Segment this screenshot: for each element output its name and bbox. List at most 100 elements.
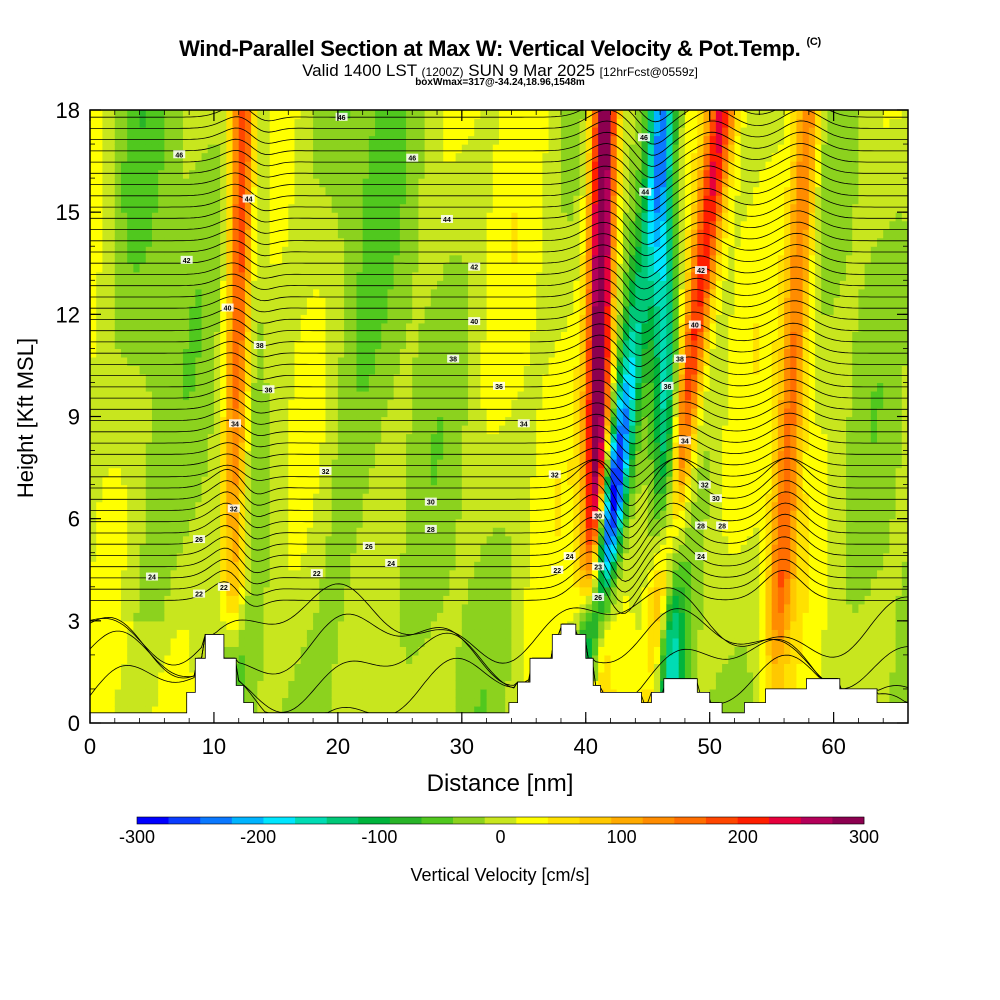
field-cell: [176, 629, 184, 639]
field-cell: [468, 433, 475, 443]
field-cell: [257, 135, 265, 145]
field-cell: [406, 254, 413, 264]
field-cell: [505, 612, 512, 622]
field-cell: [362, 246, 370, 256]
field-cell: [238, 637, 246, 647]
field-cell: [443, 356, 451, 367]
field-cell: [306, 339, 314, 349]
field-cell: [282, 195, 289, 205]
field-cell: [356, 663, 364, 673]
field-cell: [437, 603, 444, 613]
field-cell: [461, 603, 469, 613]
field-cell: [499, 578, 506, 588]
field-cell: [151, 288, 159, 298]
field-cell: [263, 118, 271, 128]
field-cell: [430, 705, 438, 716]
field-cell: [108, 671, 116, 682]
field-cell: [399, 544, 407, 554]
field-cell: [313, 612, 320, 622]
field-cell: [393, 518, 401, 528]
field-cell: [368, 195, 376, 205]
field-cell: [499, 399, 506, 409]
field-cell: [189, 552, 196, 562]
field-cell: [430, 697, 438, 707]
field-cell: [344, 493, 351, 503]
field-cell: [468, 390, 475, 401]
field-cell: [263, 186, 271, 196]
field-cell: [170, 178, 178, 188]
field-cell: [313, 297, 320, 307]
field-cell: [300, 271, 308, 281]
field-cell: [437, 586, 444, 596]
field-cell: [437, 433, 444, 443]
field-cell: [344, 697, 351, 707]
field-cell: [375, 569, 382, 579]
field-cell: [170, 203, 178, 213]
field-cell: [288, 671, 296, 682]
field-cell: [319, 203, 327, 213]
field-cell: [381, 442, 389, 452]
field-cell: [294, 459, 302, 469]
field-cell: [455, 110, 463, 120]
field-cell: [114, 297, 122, 307]
field-cell: [151, 144, 159, 154]
field-cell: [325, 476, 333, 486]
field-cell: [238, 280, 246, 290]
field-cell: [468, 416, 475, 426]
field-cell: [300, 646, 308, 656]
field-cell: [449, 637, 457, 647]
field-cell: [158, 186, 165, 196]
field-cell: [226, 552, 234, 562]
field-cell: [344, 510, 351, 520]
field-cell: [331, 110, 339, 120]
field-cell: [232, 144, 240, 154]
field-cell: [331, 305, 339, 315]
field-cell: [387, 569, 395, 579]
field-cell: [232, 399, 240, 409]
field-cell: [213, 186, 221, 196]
field-cell: [170, 144, 178, 154]
field-cell: [120, 305, 128, 315]
field-cell: [344, 195, 351, 205]
field-cell: [176, 425, 184, 435]
field-cell: [319, 305, 327, 315]
field-cell: [375, 152, 382, 162]
field-cell: [195, 356, 203, 367]
field-cell: [151, 433, 159, 443]
field-cell: [127, 127, 134, 137]
field-cell: [406, 356, 413, 367]
field-cell: [424, 663, 432, 673]
field-cell: [164, 578, 172, 588]
field-cell: [306, 620, 314, 630]
field-cell: [282, 110, 289, 120]
field-cell: [127, 416, 134, 426]
field-cell: [294, 271, 302, 281]
field-cell: [275, 552, 283, 562]
field-cell: [350, 442, 358, 452]
field-cell: [263, 586, 271, 596]
field-cell: [145, 586, 153, 596]
field-cell: [430, 271, 438, 281]
field-cell: [393, 595, 401, 605]
field-cell: [424, 169, 432, 179]
field-cell: [145, 186, 153, 196]
field-cell: [207, 586, 215, 596]
field-cell: [306, 195, 314, 205]
field-cell: [331, 535, 339, 545]
field-cell: [269, 297, 277, 307]
field-cell: [275, 305, 283, 315]
field-cell: [170, 169, 178, 179]
field-cell: [102, 246, 110, 256]
field-cell: [337, 646, 345, 656]
field-cell: [90, 544, 97, 554]
field-cell: [145, 688, 153, 699]
field-cell: [263, 671, 271, 682]
field-cell: [176, 552, 184, 562]
field-cell: [468, 288, 475, 298]
field-cell: [344, 612, 351, 622]
field-cell: [375, 280, 382, 290]
field-cell: [468, 544, 475, 554]
field-cell: [282, 510, 289, 520]
field-cell: [424, 110, 432, 120]
field-cell: [244, 425, 252, 435]
